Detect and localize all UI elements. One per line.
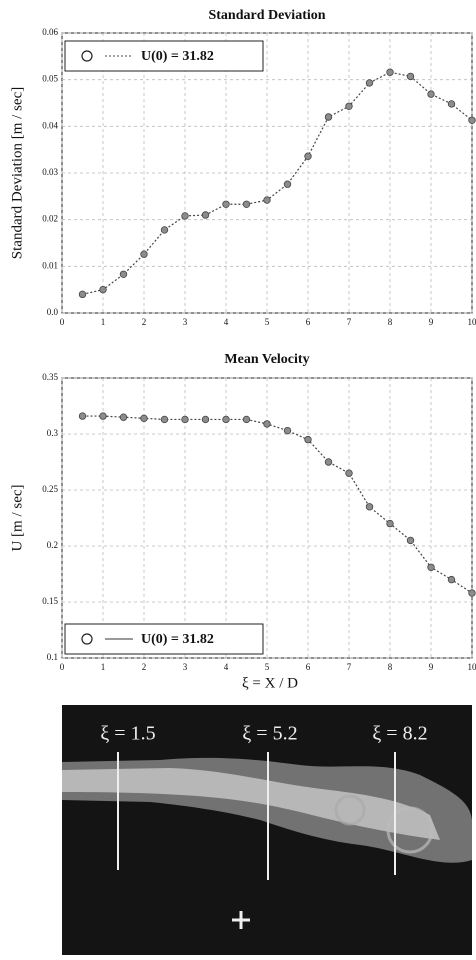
x-tick-label: 9 <box>429 662 434 672</box>
photo-label: ξ = 8.2 <box>372 723 427 745</box>
x-tick-label: 4 <box>224 662 229 672</box>
y-tick-label: 0.35 <box>42 372 58 382</box>
y-tick-label: 0.01 <box>42 260 58 270</box>
data-point <box>201 211 210 219</box>
x-tick-label: 3 <box>183 662 188 672</box>
legend-box <box>64 623 264 655</box>
data-point <box>222 200 230 208</box>
data-point <box>181 415 189 424</box>
y-tick-label: 0.02 <box>42 214 58 224</box>
data-point <box>427 90 435 98</box>
x-tick-label: 8 <box>388 317 393 327</box>
photo-label: ξ = 5.2 <box>242 723 297 745</box>
x-tick-label: 4 <box>224 317 229 327</box>
x-tick-label: 7 <box>347 317 352 327</box>
data-point <box>263 196 271 204</box>
data-point <box>99 285 107 294</box>
crosshair <box>232 911 250 929</box>
x-tick-label: 0 <box>60 317 65 327</box>
y-axis-label: U [m / sec] <box>9 484 25 551</box>
legend-box <box>64 40 264 72</box>
data-point <box>365 503 374 511</box>
y-tick-label: 0.25 <box>42 484 58 494</box>
chart: Mean Velocity U [m / sec] ξ = X / D 0.1 0.15… <box>9 352 476 691</box>
y-tick-label: 0.03 <box>42 167 58 177</box>
data-point <box>283 426 292 435</box>
data-point <box>447 575 456 584</box>
x-tick-label: 1 <box>101 317 106 327</box>
data-point <box>468 589 476 597</box>
chart-title: Standard Deviation <box>208 8 325 23</box>
data-point <box>99 412 107 420</box>
data-point <box>119 270 128 278</box>
data-point <box>242 415 251 424</box>
data-point <box>304 152 312 160</box>
data-point <box>324 458 333 466</box>
data-point <box>201 415 210 424</box>
data-point <box>406 72 415 81</box>
photo: ξ = 1.5 ξ = 5.2 ξ = 8.2 <box>62 705 472 955</box>
x-axis-label: ξ = X / D <box>242 675 298 691</box>
data-point <box>181 212 189 220</box>
y-tick-label: 0.3 <box>47 428 59 438</box>
chart: Standard Deviation Standard Deviation [m … <box>9 8 476 327</box>
y-tick-label: 0.04 <box>42 120 58 130</box>
data-point <box>365 79 374 87</box>
x-tick-label: 10 <box>468 317 476 327</box>
data-point <box>222 415 230 424</box>
vortex <box>334 794 366 826</box>
data-point <box>160 415 169 424</box>
chart-title: Mean Velocity <box>224 352 309 367</box>
y-tick-label: 0.15 <box>42 596 58 606</box>
x-tick-label: 10 <box>468 662 476 672</box>
data-point <box>406 536 415 545</box>
data-point <box>468 116 476 124</box>
data-point <box>242 200 251 208</box>
legend-label: U(0) = 31.82 <box>141 49 214 64</box>
data-point <box>78 290 87 299</box>
data-point <box>78 412 87 420</box>
data-point <box>160 226 169 234</box>
y-tick-label: 0.05 <box>42 74 58 84</box>
y-tick-label: 0.1 <box>47 652 58 662</box>
x-tick-label: 5 <box>265 662 270 672</box>
x-tick-label: 6 <box>306 662 311 672</box>
x-tick-label: 2 <box>142 317 147 327</box>
data-point <box>324 113 333 121</box>
data-point <box>304 435 312 444</box>
legend-marker <box>81 50 93 62</box>
data-point <box>140 250 148 258</box>
x-tick-label: 7 <box>347 662 352 672</box>
x-tick-label: 6 <box>306 317 311 327</box>
legend-marker <box>81 633 93 645</box>
legend-label: U(0) = 31.82 <box>141 632 214 647</box>
x-tick-label: 5 <box>265 317 270 327</box>
photo-label: ξ = 1.5 <box>100 723 155 745</box>
y-axis-label: Standard Deviation [m / sec] <box>9 87 25 259</box>
data-point <box>447 100 456 108</box>
x-tick-label: 2 <box>142 662 147 672</box>
data-point <box>263 420 271 428</box>
data-point <box>345 102 353 110</box>
vortex <box>386 806 434 854</box>
data-point <box>386 68 394 76</box>
x-tick-label: 0 <box>60 662 65 672</box>
y-tick-label: 0.06 <box>42 27 58 37</box>
y-tick-label: 0.2 <box>47 540 58 550</box>
data-point <box>119 413 128 421</box>
x-tick-label: 1 <box>101 662 106 672</box>
y-tick-label: 0.0 <box>47 307 59 317</box>
x-tick-label: 3 <box>183 317 188 327</box>
data-point <box>283 180 292 188</box>
data-point <box>345 469 353 477</box>
data-point <box>386 519 394 528</box>
x-tick-label: 8 <box>388 662 393 672</box>
data-point <box>140 414 148 423</box>
x-tick-label: 9 <box>429 317 434 327</box>
data-point <box>427 563 435 571</box>
